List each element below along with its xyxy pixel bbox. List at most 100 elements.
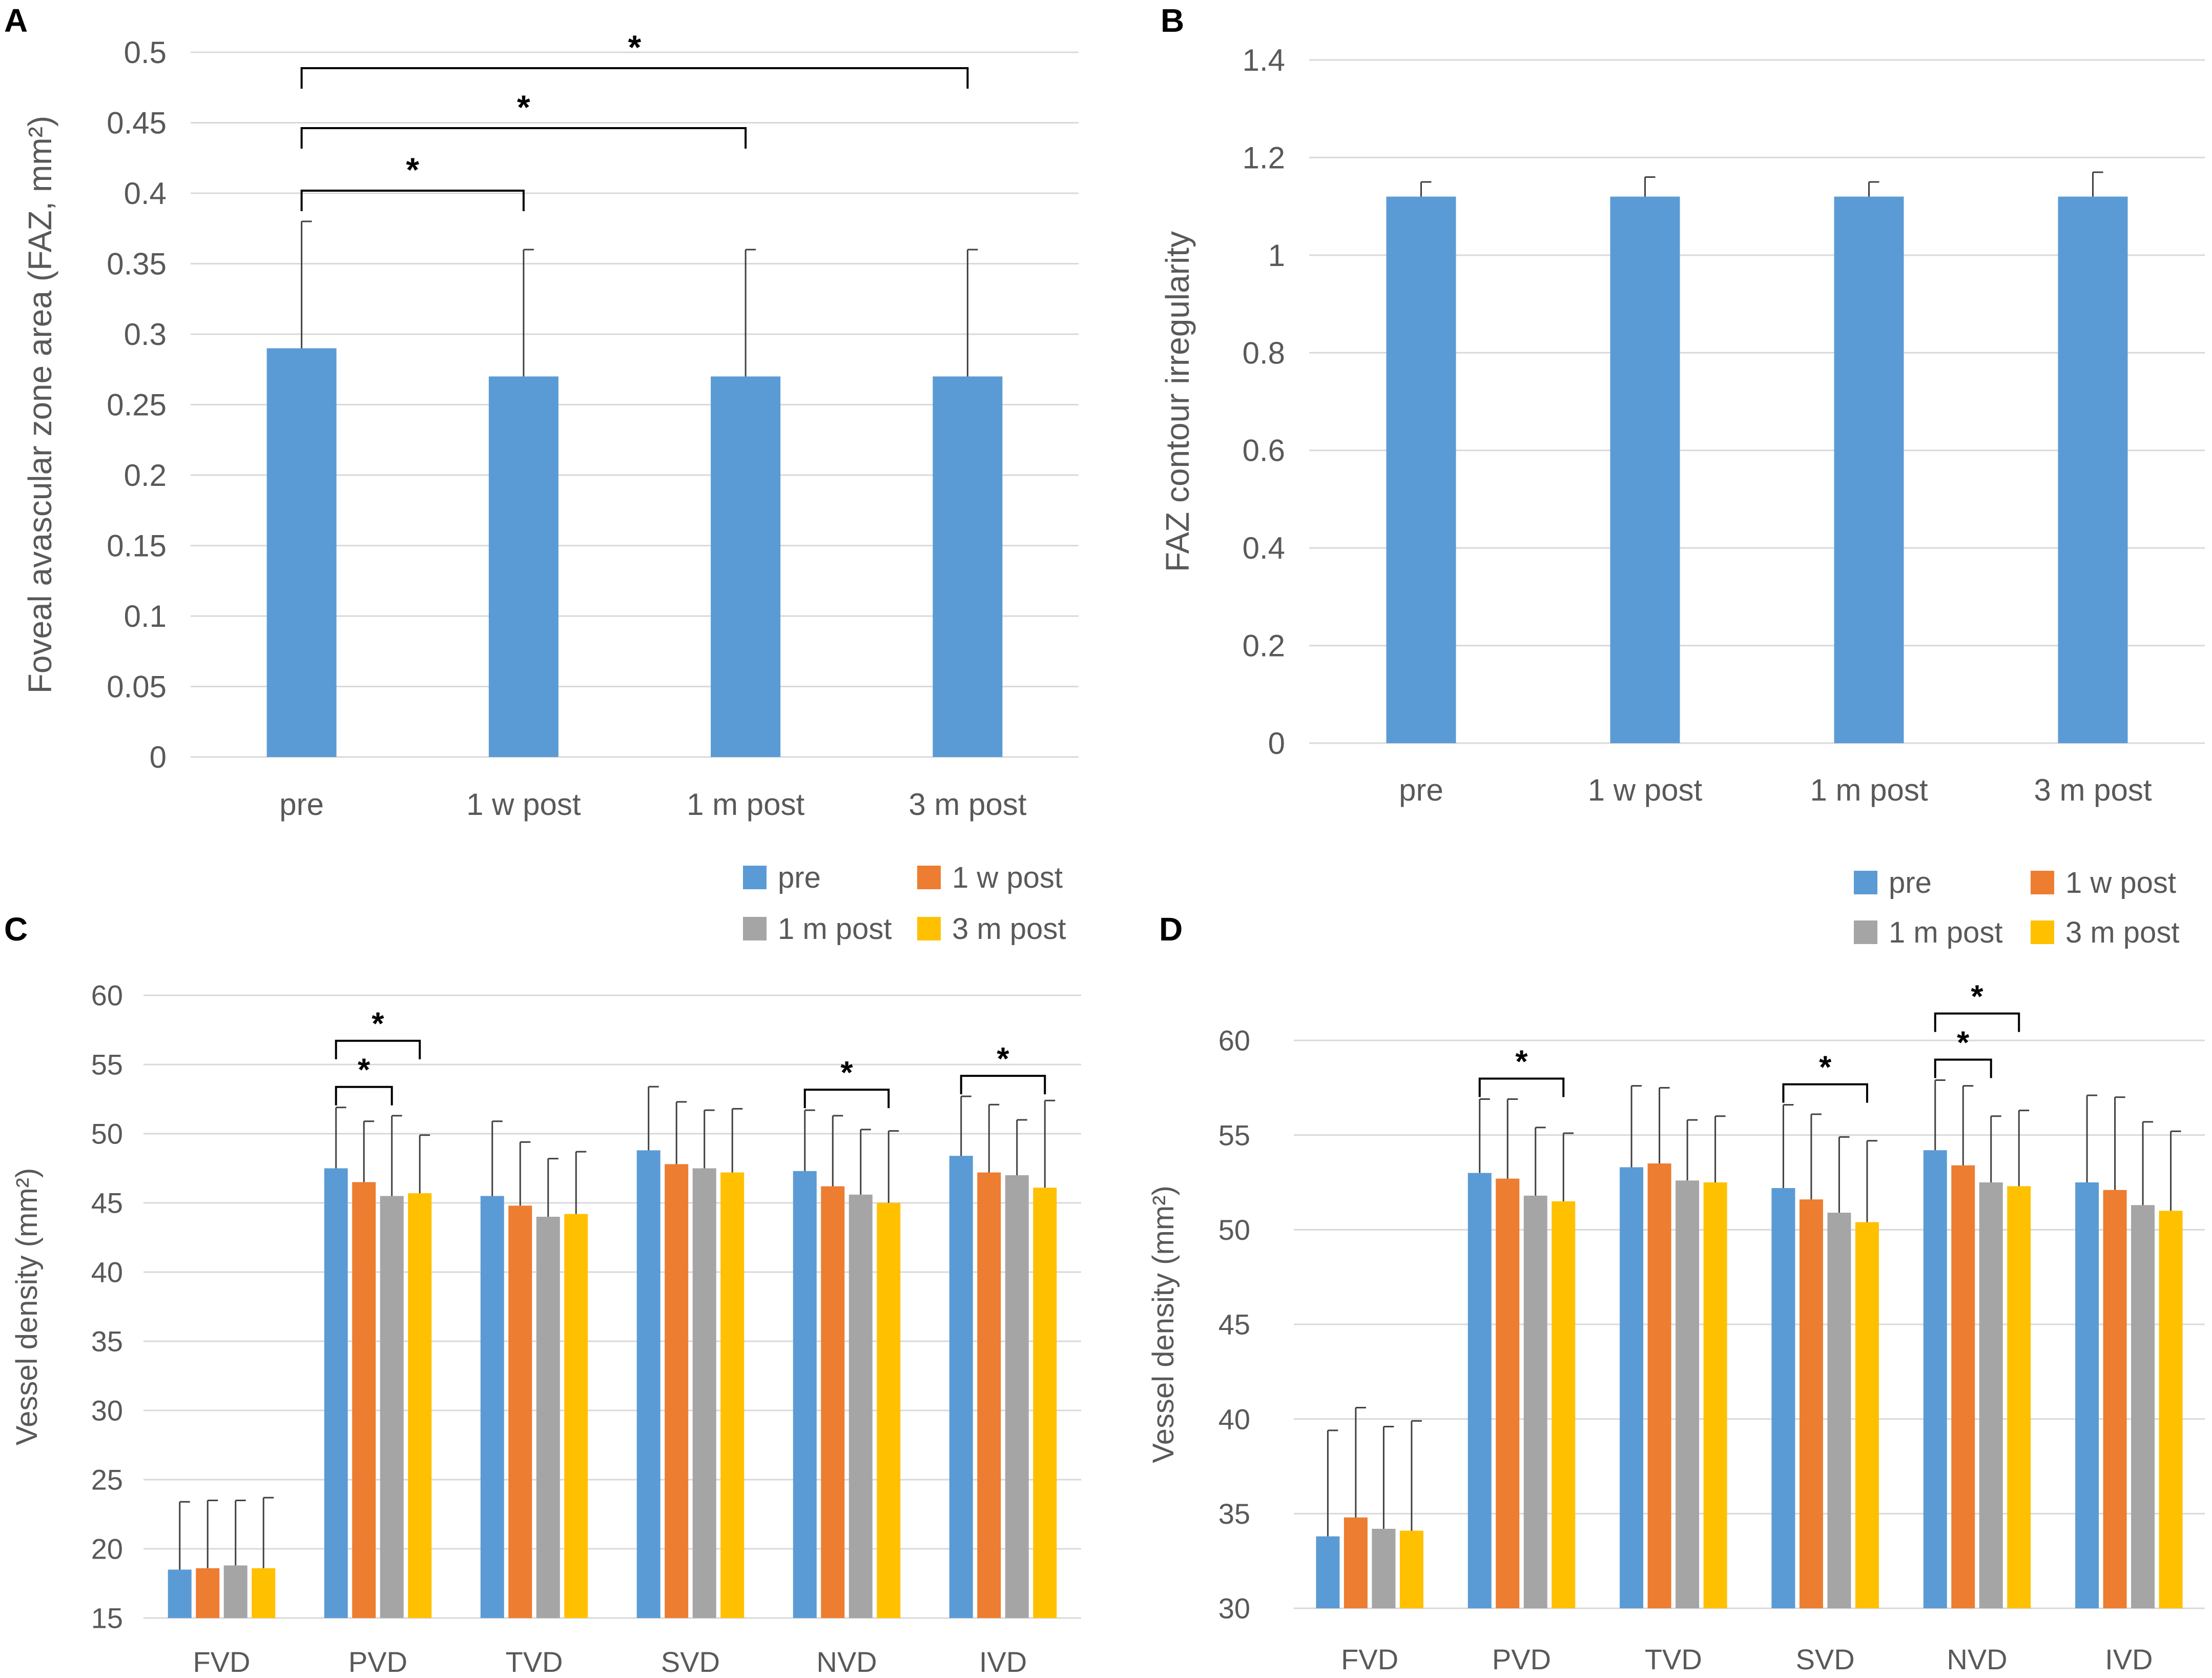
y-axis-label: Vessel density (mm²) <box>10 1168 44 1445</box>
bar-1-w-post-series-0 <box>1610 196 1680 744</box>
legend-swatch-1 <box>917 866 941 889</box>
y-tick-label: 50 <box>1218 1214 1250 1246</box>
x-tick-label: 1 m post <box>687 787 804 822</box>
y-tick-label: 15 <box>91 1602 123 1634</box>
significance-star: * <box>1957 1026 1970 1061</box>
bar-tvd-series-0 <box>1620 1167 1644 1608</box>
y-tick-label: 0.4 <box>1243 531 1285 565</box>
panel-letter-c: C <box>4 911 28 948</box>
y-tick-label: 45 <box>91 1187 123 1219</box>
bar-svd-series-0 <box>1771 1188 1795 1608</box>
bar-fvd-series-3 <box>1399 1530 1423 1608</box>
x-tick-label: PVD <box>348 1646 407 1678</box>
significance-star: * <box>1819 1050 1832 1086</box>
x-tick-label: FVD <box>193 1646 251 1678</box>
bar-pvd-series-1 <box>352 1182 376 1618</box>
bar-ivd-series-2 <box>1005 1175 1029 1618</box>
y-tick-label: 60 <box>1218 1025 1250 1057</box>
x-tick-label: TVD <box>506 1646 563 1678</box>
bar-fvd-series-0 <box>168 1569 192 1618</box>
y-tick-label: 0.15 <box>107 529 167 563</box>
bar-pvd-series-3 <box>408 1193 432 1618</box>
x-tick-label: IVD <box>979 1646 1027 1678</box>
x-tick-label: 3 m post <box>2034 773 2152 807</box>
bar-pre-series-0 <box>266 348 337 757</box>
bar-ivd-series-2 <box>2131 1205 2155 1608</box>
y-axis-label: Vessel density (mm²) <box>1147 1185 1180 1463</box>
legend-swatch-0 <box>1854 871 1877 894</box>
significance-bracket <box>1782 1083 1868 1103</box>
bar-fvd-series-3 <box>252 1568 276 1618</box>
y-tick-label: 50 <box>91 1118 123 1150</box>
bar-ivd-series-0 <box>2075 1182 2099 1608</box>
significance-bracket <box>300 190 525 211</box>
bar-tvd-series-1 <box>508 1205 532 1618</box>
significance-bracket <box>1478 1077 1565 1097</box>
y-tick-label: 0 <box>1268 726 1285 761</box>
bar-3-m-post-series-0 <box>933 376 1003 757</box>
y-tick-label: 55 <box>1218 1119 1250 1151</box>
bar-nvd-series-0 <box>793 1171 817 1618</box>
bar-ivd-series-1 <box>2103 1190 2127 1608</box>
bar-1-m-post-series-0 <box>1834 196 1904 744</box>
panel-a-chart: A 0 0.05 0.1 0.15 0.2 0.25 0.3 0.35 0.4 0.45 0.5 Fov… <box>4 2 1079 822</box>
y-tick-label: 45 <box>1218 1308 1250 1341</box>
x-tick-label: 3 m post <box>908 787 1026 822</box>
significance-bracket <box>1934 1012 2020 1032</box>
y-tick-label: 60 <box>91 979 123 1012</box>
bar-fvd-series-1 <box>1343 1517 1368 1608</box>
bar-tvd-series-0 <box>480 1196 504 1618</box>
legend-swatch-3 <box>2031 920 2054 944</box>
significance-star: * <box>406 151 419 189</box>
bar-nvd-series-3 <box>877 1203 901 1618</box>
legend-label-1: 1 w post <box>2065 866 2176 899</box>
bar-pvd-series-2 <box>380 1196 404 1618</box>
y-tick-label: 40 <box>91 1256 123 1288</box>
panel-letter-a: A <box>4 2 28 39</box>
bar-tvd-series-3 <box>1703 1182 1727 1608</box>
y-axis-label: FAZ contour irregularity <box>1159 231 1196 572</box>
y-tick-label: 0.6 <box>1243 434 1285 468</box>
x-tick-label: IVD <box>2105 1643 2153 1675</box>
bar-svd-series-1 <box>1799 1199 1823 1608</box>
significance-bracket <box>803 1089 890 1109</box>
significance-bracket <box>335 1039 421 1059</box>
bar-nvd-series-3 <box>2007 1186 2031 1608</box>
legend-swatch-3 <box>917 917 941 940</box>
panel-letter-b: B <box>1161 2 1184 39</box>
y-tick-label: 35 <box>91 1325 123 1358</box>
y-tick-label: 0.25 <box>107 388 167 422</box>
y-tick-label: 0.5 <box>124 35 167 70</box>
bar-pvd-series-2 <box>1523 1195 1547 1608</box>
x-tick-label: NVD <box>1947 1643 2007 1675</box>
panel-d-chart: D 30 35 40 45 50 55 60 Vessel density (mm²) FVD PV… <box>1147 866 2205 1675</box>
bar-tvd-series-3 <box>564 1214 588 1618</box>
x-tick-label: SVD <box>1796 1643 1855 1675</box>
y-tick-label: 0.45 <box>107 106 167 140</box>
significance-star: * <box>997 1041 1009 1077</box>
bar-ivd-series-1 <box>977 1172 1001 1618</box>
y-axis-label: Foveal avascular zone area (FAZ, mm²) <box>22 116 58 693</box>
y-tick-label: 0.05 <box>107 670 167 704</box>
bar-pvd-series-0 <box>324 1168 348 1618</box>
bar-nvd-series-0 <box>1923 1150 1947 1608</box>
bar-tvd-series-1 <box>1647 1163 1671 1608</box>
legend-swatch-2 <box>1854 920 1877 944</box>
x-tick-label: PVD <box>1492 1643 1551 1675</box>
y-tick-label: 0 <box>150 740 167 774</box>
legend-label-3: 3 m post <box>952 912 1066 946</box>
y-tick-label: 40 <box>1218 1403 1250 1435</box>
x-tick-label: 1 w post <box>466 787 581 822</box>
legend-swatch-0 <box>743 866 767 889</box>
bar-pvd-series-1 <box>1496 1178 1520 1608</box>
panel-letter-d: D <box>1159 911 1183 948</box>
bar-1-m-post-series-0 <box>711 376 781 757</box>
legend-label-0: pre <box>778 861 821 894</box>
bar-svd-series-3 <box>720 1172 745 1618</box>
legend-label-1: 1 w post <box>952 861 1063 894</box>
bar-nvd-series-1 <box>821 1186 845 1618</box>
bar-ivd-series-3 <box>1033 1188 1057 1618</box>
x-tick-label: pre <box>279 787 324 822</box>
panel-c-chart: C 15 20 25 30 35 40 45 50 55 60 Vessel density (mm²… <box>4 861 1081 1678</box>
significance-star: * <box>1971 979 1983 1015</box>
